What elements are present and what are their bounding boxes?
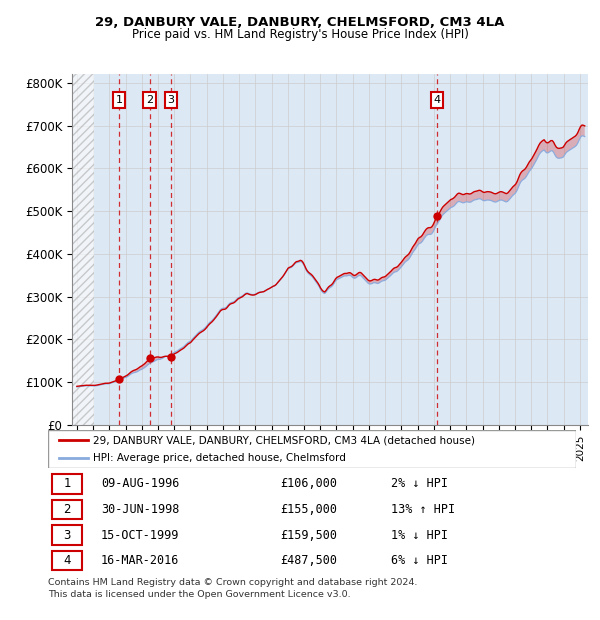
Text: 09-AUG-1996: 09-AUG-1996: [101, 477, 179, 490]
Text: 1% ↓ HPI: 1% ↓ HPI: [391, 529, 448, 542]
FancyBboxPatch shape: [52, 525, 82, 545]
Text: £487,500: £487,500: [280, 554, 337, 567]
Text: 29, DANBURY VALE, DANBURY, CHELMSFORD, CM3 4LA: 29, DANBURY VALE, DANBURY, CHELMSFORD, C…: [95, 16, 505, 29]
Text: £155,000: £155,000: [280, 503, 337, 516]
Text: 1: 1: [116, 95, 122, 105]
Text: 4: 4: [63, 554, 71, 567]
FancyBboxPatch shape: [52, 551, 82, 570]
Text: 3: 3: [167, 95, 175, 105]
Text: Price paid vs. HM Land Registry's House Price Index (HPI): Price paid vs. HM Land Registry's House …: [131, 28, 469, 41]
Text: 13% ↑ HPI: 13% ↑ HPI: [391, 503, 455, 516]
Text: 3: 3: [64, 529, 71, 542]
Text: 2% ↓ HPI: 2% ↓ HPI: [391, 477, 448, 490]
Text: 2: 2: [63, 503, 71, 516]
Text: 1: 1: [63, 477, 71, 490]
Bar: [72, 74, 94, 425]
Text: £159,500: £159,500: [280, 529, 337, 542]
Text: HPI: Average price, detached house, Chelmsford: HPI: Average price, detached house, Chel…: [93, 453, 346, 463]
Text: 4: 4: [434, 95, 441, 105]
Text: 6% ↓ HPI: 6% ↓ HPI: [391, 554, 448, 567]
Text: 16-MAR-2016: 16-MAR-2016: [101, 554, 179, 567]
Text: 30-JUN-1998: 30-JUN-1998: [101, 503, 179, 516]
Text: This data is licensed under the Open Government Licence v3.0.: This data is licensed under the Open Gov…: [48, 590, 350, 600]
FancyBboxPatch shape: [52, 500, 82, 520]
Text: 2: 2: [146, 95, 154, 105]
Text: 15-OCT-1999: 15-OCT-1999: [101, 529, 179, 542]
Text: £106,000: £106,000: [280, 477, 337, 490]
Text: 29, DANBURY VALE, DANBURY, CHELMSFORD, CM3 4LA (detached house): 29, DANBURY VALE, DANBURY, CHELMSFORD, C…: [93, 435, 475, 445]
Text: Contains HM Land Registry data © Crown copyright and database right 2024.: Contains HM Land Registry data © Crown c…: [48, 578, 418, 587]
FancyBboxPatch shape: [52, 474, 82, 494]
